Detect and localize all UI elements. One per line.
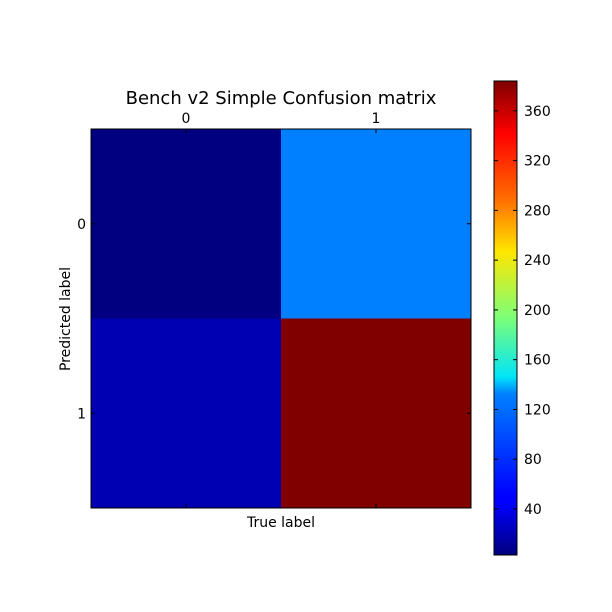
x-tick-label: 1	[372, 111, 381, 127]
colorbar-tick-label: 80	[524, 452, 542, 468]
colorbar-tick-label: 160	[524, 353, 551, 369]
colorbar-tick-label: 120	[524, 402, 551, 418]
heatmap-cell	[281, 318, 472, 509]
chart-title: Bench v2 Simple Confusion matrix	[126, 88, 437, 109]
colorbar-ticks: 40 80 120 160 200 240 280 320 360	[494, 104, 551, 518]
heatmap-cell	[91, 129, 282, 319]
colorbar-tick-label: 40	[524, 502, 542, 518]
x-tick-label: 0	[182, 111, 191, 127]
heatmap-cell	[91, 318, 282, 509]
heatmap-cells	[91, 129, 472, 509]
y-axis-label: Predicted label	[58, 267, 74, 371]
colorbar	[493, 80, 518, 556]
x-axis-label: True label	[246, 515, 315, 531]
colorbar-tick-label: 200	[524, 303, 551, 319]
plot-frame	[90, 128, 472, 509]
colorbar-tick-label: 280	[524, 203, 551, 219]
colorbar-tick-label: 320	[524, 154, 551, 170]
heatmap-cell	[281, 129, 472, 319]
colorbar-tick-label: 240	[524, 253, 551, 269]
y-tick-label: 0	[77, 217, 86, 233]
y-tick-label: 1	[77, 406, 86, 422]
colorbar-tick-label: 360	[524, 104, 551, 120]
y-tick-labels: 01	[77, 217, 471, 422]
